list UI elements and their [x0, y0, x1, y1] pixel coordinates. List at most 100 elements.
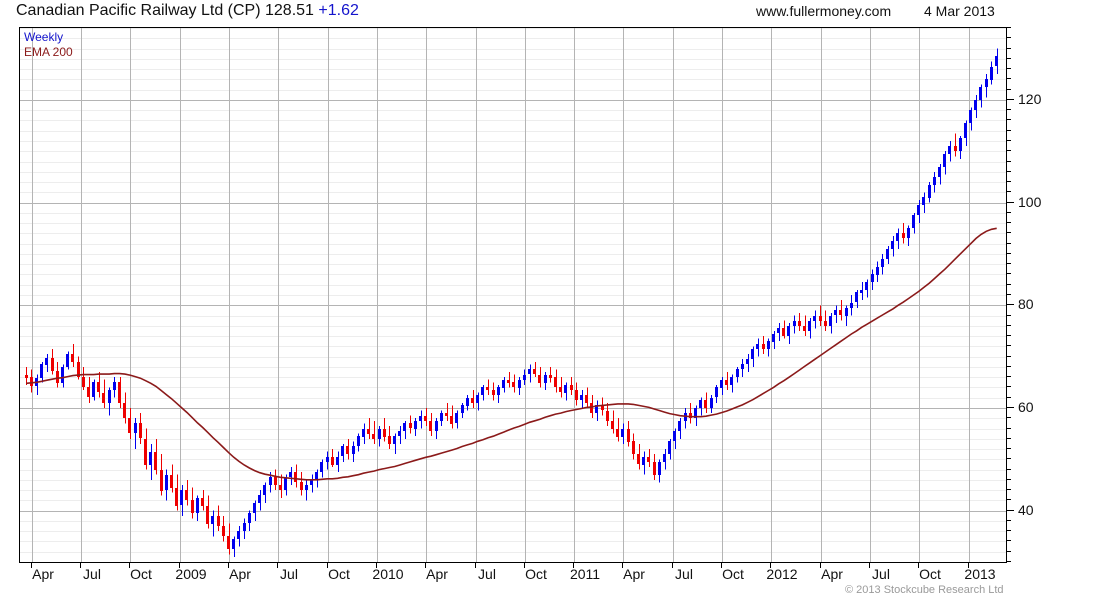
candle-body	[269, 477, 272, 485]
candle-body	[606, 411, 609, 421]
candle-body	[445, 413, 448, 416]
x-axis-label: Oct	[919, 566, 941, 582]
candle-body	[886, 249, 889, 259]
candle-body	[336, 457, 339, 465]
y-axis-tick-minor	[1007, 119, 1011, 120]
y-axis-tick-minor	[1007, 37, 1011, 38]
candle-body	[237, 531, 240, 539]
candle-body	[959, 138, 962, 151]
candle-body	[471, 398, 474, 403]
candle-body	[969, 110, 972, 123]
candle-body	[710, 398, 713, 408]
x-axis-tick	[770, 563, 771, 568]
y-axis-tick-minor	[1007, 417, 1011, 418]
candle-body	[990, 67, 993, 80]
candle-body	[56, 371, 59, 383]
candle-body	[66, 354, 69, 367]
candle-body	[492, 390, 495, 395]
candle-body	[450, 416, 453, 424]
y-axis-tick-minor	[1007, 78, 1011, 79]
candle-body	[201, 498, 204, 506]
x-axis-tick	[376, 563, 377, 568]
candle-body	[341, 446, 344, 456]
x-axis-tick	[918, 563, 919, 568]
y-axis-tick-minor	[1007, 356, 1011, 357]
y-axis-tick-minor	[1007, 386, 1011, 387]
y-axis-tick-minor	[1007, 222, 1011, 223]
y-axis-tick-minor	[1007, 212, 1011, 213]
candle-body	[134, 423, 137, 433]
candle-body	[642, 457, 645, 465]
candle-body	[258, 495, 261, 503]
x-axis-label: Jul	[83, 566, 101, 582]
candle-body	[180, 490, 183, 505]
x-axis-tick	[573, 563, 574, 568]
candle-body	[839, 310, 842, 315]
candle-body	[632, 441, 635, 454]
candle-body	[803, 326, 806, 331]
candle-body	[357, 436, 360, 446]
candle-body	[414, 421, 417, 429]
candle-body	[393, 436, 396, 444]
y-axis-tick-minor	[1007, 253, 1011, 254]
candle-body	[813, 316, 816, 321]
y-axis-tick-minor	[1007, 48, 1011, 49]
candle-body	[570, 385, 573, 390]
y-axis-tick-minor	[1007, 397, 1011, 398]
candle-body	[673, 431, 676, 441]
x-axis-label: Jul	[478, 566, 496, 582]
candle-body	[108, 390, 111, 403]
candle-body	[87, 387, 90, 397]
candle-body	[694, 408, 697, 418]
candle-body	[263, 485, 266, 495]
y-axis-tick-minor	[1007, 140, 1011, 141]
candle-body	[289, 472, 292, 477]
candle-body	[398, 431, 401, 436]
price-change: +1.62	[318, 2, 359, 19]
candle-body	[77, 362, 80, 377]
candle-body	[232, 539, 235, 549]
candle-body	[45, 358, 48, 365]
x-axis-label: Apr	[32, 566, 54, 582]
candle-body	[928, 185, 931, 198]
x-axis-label: 2009	[175, 566, 207, 582]
candle-body	[435, 421, 438, 431]
y-axis-tick-minor	[1007, 243, 1011, 244]
x-axis-tick	[820, 563, 821, 568]
candle-body	[481, 387, 484, 395]
x-axis-label: 2011	[569, 566, 601, 582]
y-axis-tick-minor	[1007, 530, 1011, 531]
x-axis-tick	[228, 563, 229, 568]
y-axis-tick-major	[1007, 202, 1014, 203]
candle-body	[647, 457, 650, 462]
candle-body	[196, 498, 199, 513]
y-axis-tick-minor	[1007, 428, 1011, 429]
x-axis-tick	[80, 563, 81, 568]
x-axis-label: Apr	[623, 566, 645, 582]
candle-body	[896, 233, 899, 241]
x-axis-label: Oct	[328, 566, 350, 582]
candle-body	[305, 485, 308, 490]
candle-body	[575, 390, 578, 400]
candle-body	[746, 359, 749, 364]
y-axis-tick-minor	[1007, 294, 1011, 295]
site-url: www.fullermoney.com	[756, 3, 892, 19]
candle-body	[850, 303, 853, 308]
candle-body	[798, 321, 801, 326]
y-axis-tick-minor	[1007, 366, 1011, 367]
y-axis-label: 60	[1018, 399, 1034, 415]
candle-body	[736, 369, 739, 377]
candle-body	[756, 344, 759, 349]
candle-body	[777, 328, 780, 333]
y-axis-tick-minor	[1007, 345, 1011, 346]
candle-body	[845, 308, 848, 316]
y-axis-label: 80	[1018, 296, 1034, 312]
candle-body	[933, 177, 936, 185]
x-axis-label: 2010	[372, 566, 404, 582]
candle-body	[25, 375, 28, 378]
candle-body	[331, 457, 334, 465]
candle-body	[362, 429, 365, 437]
candle-body	[741, 364, 744, 369]
candle-body	[995, 56, 998, 66]
candle-body	[549, 375, 552, 378]
